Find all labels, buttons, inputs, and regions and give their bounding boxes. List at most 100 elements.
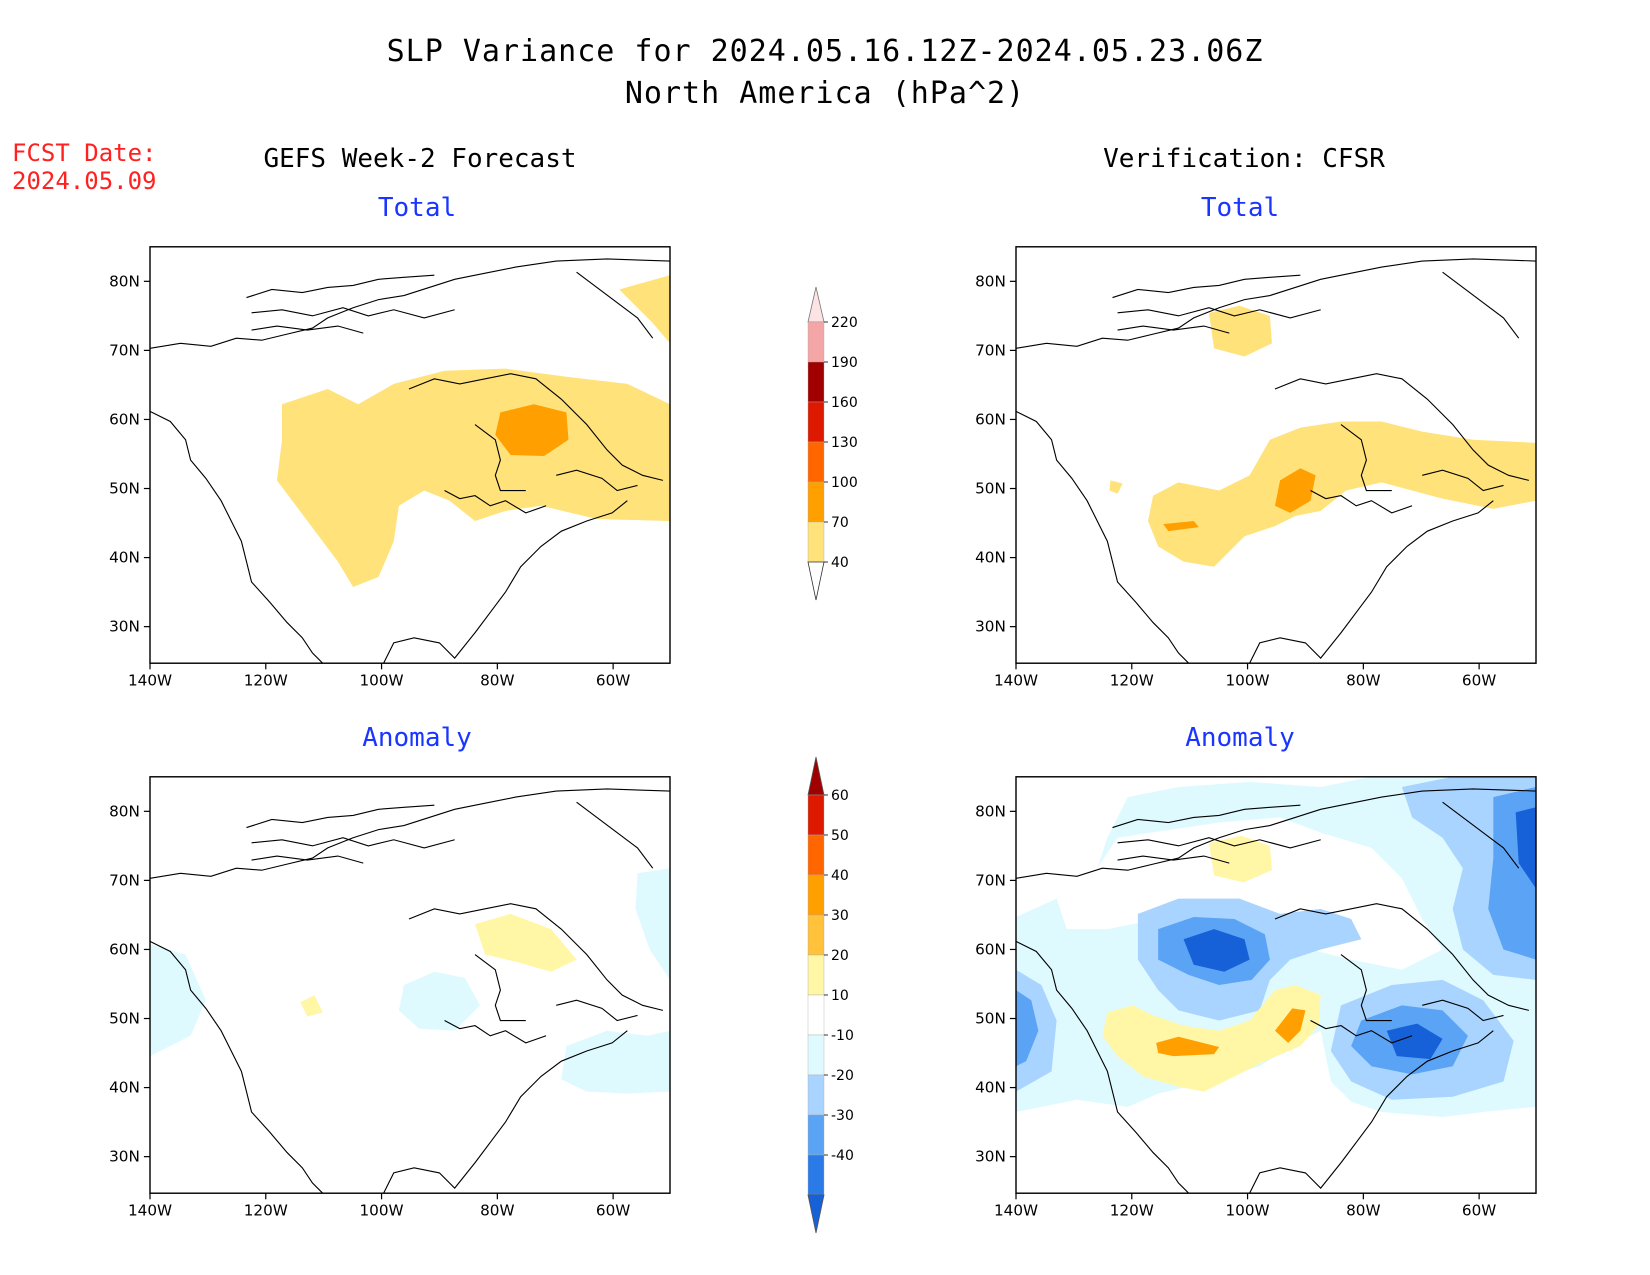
map-panel-gefs-anomaly: 80N 70N 60N 50N 40N 30N 140W 120W 100W 80W 60W: [109, 776, 671, 1220]
colorbar-label: 40: [831, 555, 849, 571]
shade-anomaly-neg10-neg20-center: [398, 971, 481, 1031]
lon-tick-label: 140W: [128, 1202, 172, 1220]
coastline-segment: [251, 855, 364, 864]
colorbar-segment: [807, 954, 825, 996]
coastline-outline: [1016, 788, 1536, 1194]
colorbar-label: 20: [831, 948, 849, 964]
shade-variance-40-70-arctic: [1208, 305, 1272, 357]
coastline-segment: [556, 999, 638, 1022]
lon-tick-label: 80W: [1346, 1202, 1380, 1220]
coastline-segment: [1016, 258, 1536, 349]
shade-anomaly-below-neg40-ne: [1515, 807, 1536, 889]
colorbar-segment: [807, 1114, 825, 1156]
colorbar-total: 220 190 160 130 100 70 40: [807, 286, 858, 601]
lon-tick-label: 100W: [360, 1202, 404, 1220]
lon-tick-label: 60W: [1462, 1202, 1496, 1220]
lat-tick-label: 50N: [109, 480, 140, 498]
lat-tick-label: 80N: [109, 272, 140, 290]
lat-tick-label: 80N: [975, 802, 1006, 820]
shade-variance-40-70-band: [1148, 421, 1536, 567]
colorbar-segment: [807, 1074, 825, 1116]
column-heading-right: Verification: CFSR: [1103, 144, 1385, 174]
colorbar-segment: [807, 321, 825, 363]
shade-anomaly-30-40-east: [1274, 1008, 1306, 1043]
colorbar-segment: [807, 874, 825, 916]
colorbar-label: 70: [831, 515, 849, 531]
coastline-segment: [1274, 903, 1530, 1011]
lat-tick-label: 40N: [109, 1079, 140, 1097]
coastline-segment: [383, 1030, 628, 1194]
lat-tick-label: 30N: [109, 618, 140, 636]
colorbar-label: 50: [831, 828, 849, 844]
lon-tick-label: 80W: [480, 1202, 514, 1220]
shade-anomaly-10-20-band: [1102, 985, 1321, 1092]
colorbar-label: 190: [831, 355, 858, 371]
coastline-segment: [1249, 500, 1494, 664]
colorbar-label: -30: [831, 1108, 854, 1124]
main-title: SLP Variance for 2024.05.16.12Z-2024.05.…: [386, 34, 1264, 69]
lon-tick-label: 140W: [128, 672, 172, 690]
coastline-segment: [1310, 490, 1413, 514]
coastline-segment: [576, 271, 654, 339]
map-panel-cfsr-total: 80N 70N 60N 50N 40N 30N 140W 120W 100W 80W 60W: [975, 246, 1537, 690]
lat-tick-label: 30N: [975, 618, 1006, 636]
colorbar-bottom-arrow: [807, 1194, 825, 1234]
coastline-segment: [576, 801, 654, 869]
map-panel-gefs-total: 80N 70N 60N 50N 40N 30N 140W 120W 100W 80W 60W: [109, 246, 671, 690]
coastline-segment: [251, 837, 455, 849]
lon-tick-label: 120W: [244, 1202, 288, 1220]
colorbar-label: 160: [831, 395, 858, 411]
coastline-segment: [1442, 801, 1520, 869]
lon-tick-label: 80W: [1346, 672, 1380, 690]
lon-tick-label: 60W: [1462, 672, 1496, 690]
colorbar-segment: [807, 481, 825, 523]
coastline-segment: [150, 940, 324, 1194]
coastline-segment: [556, 469, 638, 492]
coastline-segment: [1117, 855, 1230, 864]
panel-heading-gefs-total: Total: [377, 193, 457, 223]
colorbar-label: -40: [831, 1148, 854, 1164]
shade-anomaly-10-20: [475, 913, 577, 972]
colorbar-segment: [807, 834, 825, 876]
map-panel-cfsr-anomaly: 80N 70N 60N 50N 40N 30N 140W 120W 100W 80W 60W: [975, 776, 1537, 1220]
coastline-segment: [1016, 788, 1536, 879]
colorbar-label: -20: [831, 1068, 854, 1084]
coastline-segment: [1442, 271, 1520, 339]
shade-anomaly-neg10-neg20-west: [150, 944, 206, 1057]
colorbar-segment: [807, 794, 825, 836]
coastline-segment: [1340, 424, 1392, 492]
coastline-segment: [1274, 373, 1530, 481]
coastline-segment: [1340, 954, 1392, 1022]
lat-tick-label: 70N: [975, 871, 1006, 889]
shade-anomaly-10-20-arctic: [1208, 835, 1272, 883]
panel-heading-cfsr-anomaly: Anomaly: [1185, 723, 1295, 753]
colorbar-segment: [807, 1154, 825, 1196]
shade-variance-40-70-northeast: [619, 275, 670, 344]
lat-tick-label: 70N: [109, 871, 140, 889]
shade-variance-70-100: [495, 404, 569, 457]
shade-anomaly-neg10-neg20-east: [561, 1030, 670, 1094]
coastline-segment: [1249, 1030, 1494, 1194]
coastline-segment: [246, 274, 435, 299]
colorbar-segment: [807, 441, 825, 483]
colorbar-segment: [807, 914, 825, 956]
coastline-segment: [150, 788, 670, 879]
coastline-segment: [444, 1020, 547, 1044]
colorbar-anomaly: 60 50 40 30 20 10 -10 -20 -30 -40: [807, 756, 854, 1234]
coastline-segment: [408, 373, 664, 481]
fcst-date-label: FCST Date:: [12, 139, 157, 167]
shade-anomaly-10-20-small: [300, 995, 323, 1017]
fcst-date-value: 2024.05.09: [12, 167, 157, 195]
coastline-segment: [251, 325, 364, 334]
colorbar-label: 100: [831, 475, 858, 491]
main-subtitle: North America (hPa^2): [624, 76, 1026, 111]
lon-tick-label: 100W: [1226, 1202, 1270, 1220]
lon-tick-label: 80W: [480, 672, 514, 690]
colorbar-label: 40: [831, 868, 849, 884]
shade-anomaly-30-40-west: [1156, 1036, 1220, 1057]
coastline-segment: [1016, 940, 1190, 1194]
shade-anomaly-neg30-neg40-west: [1016, 990, 1039, 1067]
coastline-segment: [1117, 837, 1321, 849]
lat-tick-label: 50N: [109, 1010, 140, 1028]
lat-tick-label: 30N: [109, 1148, 140, 1166]
